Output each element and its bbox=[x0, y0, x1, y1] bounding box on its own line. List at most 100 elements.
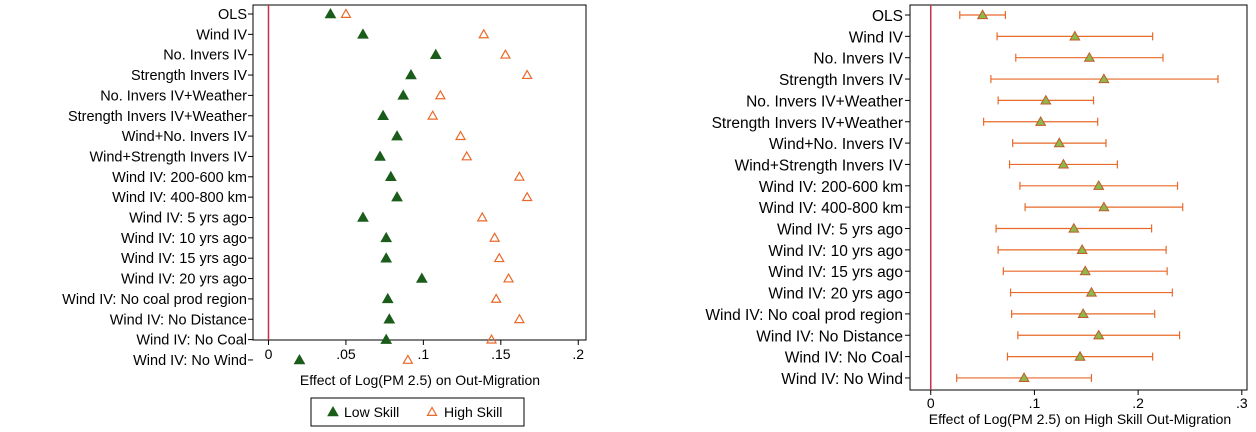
high-skill-point bbox=[402, 354, 414, 364]
category-label-right: Wind+No. Invers IV bbox=[769, 136, 904, 153]
x-axis-label-left: Effect of Log(PM 2.5) on Out-Migration bbox=[300, 372, 540, 388]
low-skill-point bbox=[357, 211, 369, 222]
high-skill-point bbox=[478, 28, 490, 39]
category-label-left: Wind IV: 20 yrs ago bbox=[121, 272, 247, 288]
low-skill-point bbox=[384, 170, 397, 182]
legend-label-low-skill: Low Skill bbox=[344, 404, 399, 420]
estimate-point bbox=[1098, 201, 1110, 212]
category-label-left: Strength Invers IV bbox=[131, 68, 247, 84]
low-skill-point bbox=[381, 292, 394, 304]
category-label-left: Wind IV: No Distance bbox=[110, 312, 247, 328]
low-skill-point bbox=[391, 130, 403, 141]
x-tick-label-left: .2 bbox=[572, 346, 584, 362]
category-label-right: Wind IV: No coal prod region bbox=[705, 307, 903, 324]
category-label-right: Wind+Strength Invers IV bbox=[735, 157, 904, 174]
category-label-right: Wind IV: 400-800 km bbox=[759, 200, 903, 217]
category-label-left: Wind IV: 400-800 km bbox=[112, 190, 247, 206]
category-label-left: Strength Invers IV+Weather bbox=[68, 109, 247, 125]
category-label-left: Wind IV: 10 yrs ago bbox=[121, 231, 247, 247]
estimate-point bbox=[1076, 244, 1088, 254]
category-label-right: Strength Invers IV+Weather bbox=[712, 115, 903, 132]
plot-frame-left bbox=[252, 4, 587, 341]
estimate-point bbox=[1077, 308, 1089, 318]
category-label-right: Wind IV: 200-600 km bbox=[759, 179, 903, 196]
category-label-left: Wind IV bbox=[196, 27, 247, 43]
legend-marker-low-skill bbox=[327, 405, 339, 417]
estimate-point bbox=[1074, 350, 1086, 361]
low-skill-point bbox=[397, 89, 410, 100]
low-skill-point bbox=[357, 28, 369, 39]
category-label-left: No. Invers IV+Weather bbox=[100, 88, 247, 104]
high-skill-point bbox=[521, 191, 533, 202]
high-skill-point bbox=[485, 333, 498, 344]
low-skill-point bbox=[324, 7, 337, 19]
low-skill-point bbox=[415, 272, 428, 283]
plot-frame-right bbox=[909, 4, 1248, 391]
x-tick-label-right: 0 bbox=[927, 395, 935, 411]
x-tick-label-left: 0 bbox=[265, 346, 273, 362]
panel-right-chart: Effect of Log(PM 2.5) on High Skill Out-… bbox=[705, 4, 1248, 427]
legend: Low Skill High Skill bbox=[310, 397, 525, 427]
high-skill-point bbox=[489, 232, 501, 242]
x-tick-label-right: .1 bbox=[1029, 395, 1041, 411]
low-skill-point bbox=[380, 252, 393, 263]
category-label-left: OLS bbox=[218, 7, 247, 23]
low-skill-point bbox=[405, 69, 417, 80]
estimate-point bbox=[976, 9, 989, 20]
high-skill-point bbox=[513, 313, 525, 324]
category-label-left: Wind IV: 15 yrs ago bbox=[121, 251, 247, 267]
category-label-right: No. Invers IV bbox=[813, 51, 903, 68]
high-skill-point bbox=[455, 130, 467, 141]
category-label-right: Strength Invers IV bbox=[779, 72, 904, 89]
high-skill-point bbox=[513, 171, 525, 181]
low-skill-point bbox=[374, 150, 386, 161]
estimate-point bbox=[1093, 179, 1105, 190]
estimate-point bbox=[1085, 286, 1098, 297]
low-skill-point bbox=[383, 313, 396, 324]
category-label-left: Wind IV: 5 yrs ago bbox=[129, 211, 247, 227]
category-label-right: No. Invers IV+Weather bbox=[746, 93, 903, 110]
low-skill-point bbox=[380, 231, 393, 243]
x-tick-label-right: .3 bbox=[1236, 395, 1248, 411]
low-skill-point bbox=[391, 191, 403, 202]
high-skill-point bbox=[476, 211, 488, 222]
low-skill-point bbox=[380, 333, 393, 344]
category-label-right: Wind IV: No Distance bbox=[756, 328, 903, 345]
high-skill-point bbox=[503, 272, 515, 283]
estimate-point bbox=[1034, 115, 1047, 126]
category-label-right: Wind IV: 5 yrs ago bbox=[777, 222, 903, 239]
category-label-right: Wind IV: No Wind bbox=[781, 371, 903, 388]
estimate-point bbox=[1068, 222, 1080, 233]
category-label-right: Wind IV: 10 yrs ago bbox=[768, 243, 903, 260]
high-skill-point bbox=[434, 89, 446, 100]
category-label-left: Wind IV: No coal prod region bbox=[62, 292, 247, 308]
category-label-right: OLS bbox=[872, 8, 903, 25]
x-tick-label-right: .2 bbox=[1132, 395, 1144, 411]
legend-marker-high-skill bbox=[426, 406, 438, 416]
category-label-left: Wind+Strength Invers IV bbox=[89, 149, 247, 165]
x-tick-label-left: .15 bbox=[491, 346, 511, 362]
x-tick-label-left: .05 bbox=[336, 346, 356, 362]
low-skill-point bbox=[429, 48, 442, 59]
category-label-left: Wind IV: 200-600 km bbox=[112, 170, 247, 186]
low-skill-point bbox=[293, 353, 306, 365]
high-skill-point bbox=[427, 110, 439, 120]
estimate-point bbox=[1079, 265, 1091, 276]
high-skill-point bbox=[461, 150, 473, 161]
estimate-point bbox=[1093, 329, 1105, 340]
estimate-point bbox=[1098, 73, 1110, 84]
panel-left-chart: Effect of Log(PM 2.5) on Out-Migration L… bbox=[62, 4, 587, 427]
category-label-left: No. Invers IV bbox=[163, 48, 247, 64]
high-skill-point bbox=[493, 252, 505, 263]
legend-label-high-skill: High Skill bbox=[444, 404, 502, 420]
x-tick-label-left: .1 bbox=[418, 346, 430, 362]
estimate-point bbox=[1053, 137, 1065, 148]
estimate-point bbox=[1040, 94, 1052, 105]
estimate-point bbox=[1057, 158, 1070, 169]
high-skill-point bbox=[490, 293, 502, 303]
category-label-left: Wind+No. Invers IV bbox=[122, 129, 248, 145]
low-skill-point bbox=[377, 109, 389, 120]
high-skill-point bbox=[340, 8, 352, 18]
high-skill-point bbox=[499, 48, 511, 59]
